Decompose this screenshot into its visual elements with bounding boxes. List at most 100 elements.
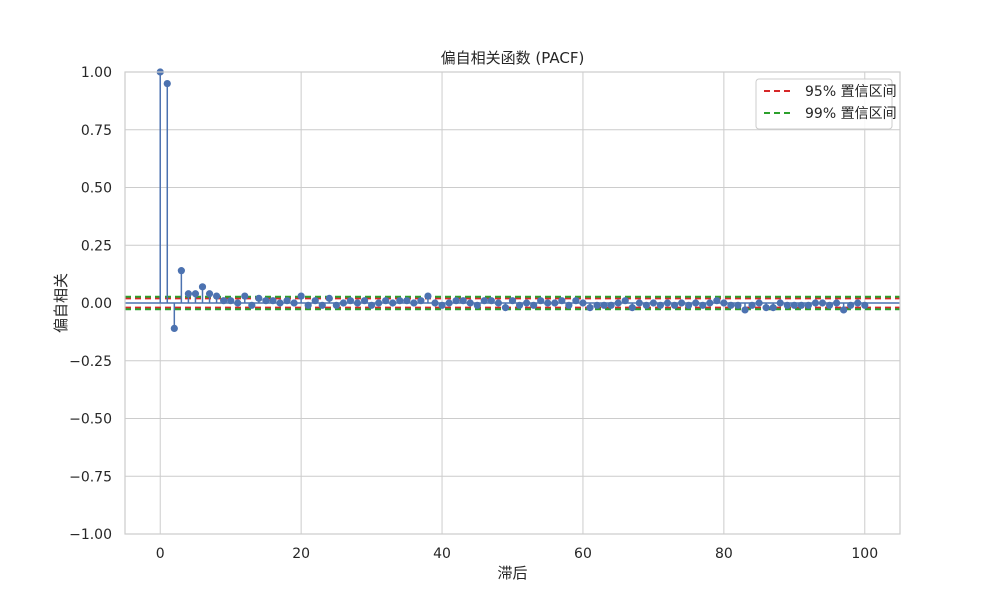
pacf-point xyxy=(494,299,503,307)
pacf-point xyxy=(670,301,679,309)
pacf-point xyxy=(205,290,214,298)
pacf-point xyxy=(748,301,756,309)
y-tick-label: 0.25 xyxy=(81,238,112,254)
pacf-point xyxy=(198,283,207,291)
y-tick-label: 0.75 xyxy=(81,123,112,139)
pacf-point xyxy=(375,299,383,307)
y-tick-label: 0.00 xyxy=(81,296,112,312)
pacf-point xyxy=(459,297,467,305)
pacf-point xyxy=(607,301,615,309)
chart-title: 偏自相关函数 (PACF) xyxy=(441,49,585,67)
y-tick-label: −0.50 xyxy=(69,412,112,428)
pacf-point xyxy=(769,304,777,312)
pacf-point xyxy=(727,301,735,309)
pacf-point xyxy=(734,301,742,309)
pacf-point xyxy=(663,299,672,307)
pacf-point xyxy=(177,267,185,275)
pacf-point xyxy=(790,301,798,309)
stem-layer xyxy=(156,68,869,333)
pacf-point xyxy=(522,299,531,307)
x-tick-label: 40 xyxy=(433,546,451,562)
pacf-point xyxy=(558,297,566,305)
pacf-point xyxy=(628,304,636,312)
pacf-point xyxy=(424,292,432,300)
pacf-point xyxy=(297,292,305,300)
x-tick-label: 100 xyxy=(851,546,878,562)
pacf-point xyxy=(755,299,763,307)
pacf-point xyxy=(452,297,460,305)
pacf-point xyxy=(840,306,848,314)
pacf-point xyxy=(783,301,791,309)
pacf-point xyxy=(825,301,834,309)
pacf-point xyxy=(515,301,524,309)
plot-frame xyxy=(124,71,901,535)
pacf-point xyxy=(276,299,284,307)
pacf-point xyxy=(621,297,629,305)
pacf-point xyxy=(537,297,545,305)
y-tick-label: 0.50 xyxy=(81,181,112,197)
pacf-point xyxy=(346,297,355,305)
pacf-point xyxy=(818,299,827,307)
x-tick-label: 0 xyxy=(156,546,165,562)
pacf-point xyxy=(332,301,340,309)
pacf-point xyxy=(473,301,481,309)
pacf-point xyxy=(776,299,784,307)
pacf-point xyxy=(466,299,474,307)
pacf-point xyxy=(501,304,510,312)
pacf-point xyxy=(685,301,693,309)
pacf-point xyxy=(403,297,411,305)
pacf-point xyxy=(184,290,193,298)
pacf-point xyxy=(656,301,665,309)
y-tick-label: 1.00 xyxy=(81,65,112,81)
pacf-point xyxy=(586,304,594,312)
pacf-point xyxy=(438,301,446,309)
pacf-point xyxy=(832,299,841,307)
pacf-point xyxy=(854,299,862,307)
pacf-point xyxy=(741,306,749,314)
pacf-point xyxy=(417,297,425,305)
pacf-point xyxy=(565,301,573,309)
pacf-point xyxy=(170,324,178,333)
pacf-point xyxy=(847,301,855,309)
pacf-point xyxy=(262,297,270,305)
pacf-point xyxy=(304,301,312,309)
pacf-point xyxy=(445,299,453,307)
legend: 95% 置信区间 99% 置信区间 xyxy=(755,78,897,130)
pacf-point xyxy=(353,299,362,307)
pacf-point xyxy=(396,297,404,305)
y-tick-label: −1.00 xyxy=(69,527,112,543)
pacf-point xyxy=(487,297,495,305)
pacf-point xyxy=(382,297,390,305)
x-tick-label: 20 xyxy=(292,546,310,562)
pacf-point xyxy=(163,79,171,88)
pacf-point xyxy=(367,301,376,309)
pacf-point xyxy=(530,301,538,309)
pacf-point xyxy=(508,297,517,305)
pacf-point xyxy=(227,297,235,305)
pacf-point xyxy=(318,301,326,309)
pacf-point xyxy=(614,299,622,307)
pacf-point xyxy=(762,304,770,312)
pacf-point xyxy=(431,299,439,307)
pacf-point xyxy=(234,299,242,307)
pacf-point xyxy=(861,301,869,309)
pacf-point xyxy=(360,297,369,305)
pacf-point xyxy=(804,301,813,309)
pacf-point xyxy=(283,297,291,305)
pacf-point xyxy=(339,299,348,307)
x-axis-label: 滞后 xyxy=(497,564,527,582)
pacf-point xyxy=(572,297,580,305)
pacf-point xyxy=(642,301,650,309)
x-tick-layer: 0 20 40 60 80 100 xyxy=(156,546,878,562)
x-tick-label: 60 xyxy=(574,546,592,562)
pacf-point xyxy=(713,297,721,305)
pacf-point xyxy=(212,292,221,300)
y-tick-label: −0.25 xyxy=(69,354,112,370)
legend-label-95: 95% 置信区间 xyxy=(805,84,897,100)
pacf-point xyxy=(699,301,707,309)
pacf-point xyxy=(248,301,256,309)
y-tick-layer: −1.00 −0.75 −0.50 −0.25 0.00 0.25 0.50 0.75 1.00 xyxy=(69,65,112,543)
pacf-point xyxy=(593,301,601,309)
pacf-point xyxy=(255,294,263,302)
